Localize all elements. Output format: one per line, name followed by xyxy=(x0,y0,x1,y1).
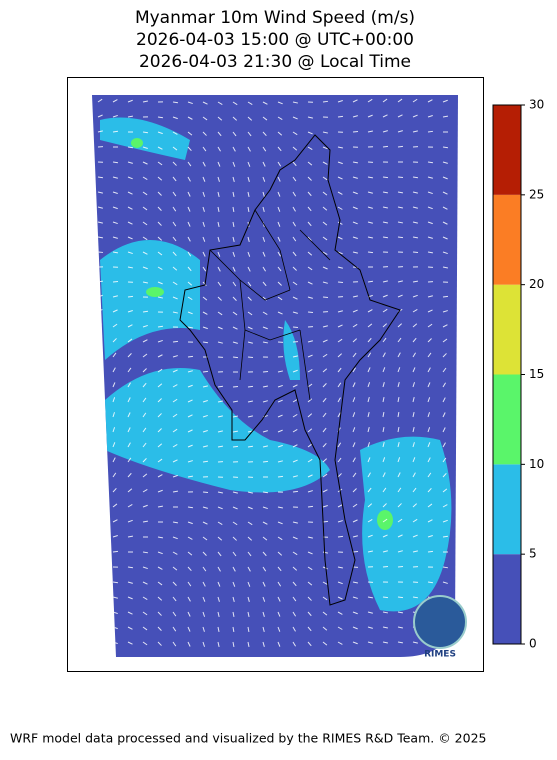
wind-arrow xyxy=(98,324,102,327)
wind-arrow xyxy=(233,357,238,358)
wind-arrow xyxy=(383,177,388,178)
wind-arrow xyxy=(428,551,433,552)
wind-arrow xyxy=(383,237,388,238)
wind-arrow xyxy=(98,504,102,507)
map-area xyxy=(80,90,470,670)
wind-arrow xyxy=(308,506,313,507)
wind-arrow xyxy=(338,116,343,117)
wind-arrow xyxy=(398,597,403,598)
logo-text: RIMES xyxy=(424,650,456,660)
wind-arrow xyxy=(98,397,99,402)
footer: WRF model data processed and visualized … xyxy=(10,731,486,746)
colorbar-tick-label: 30 xyxy=(529,98,544,112)
wind-arrow xyxy=(128,147,133,148)
wind-arrow xyxy=(383,597,388,598)
wind-arrow xyxy=(443,296,448,297)
wind-arrow xyxy=(98,612,103,613)
wind-arrow xyxy=(173,341,178,342)
wind-arrow xyxy=(113,551,118,552)
wind-arrow xyxy=(383,146,388,147)
wind-region xyxy=(146,287,164,297)
wind-arrow xyxy=(98,597,103,598)
wind-arrow xyxy=(203,492,208,493)
wind-arrow xyxy=(338,536,343,537)
wind-arrow xyxy=(98,535,103,537)
wind-arrow xyxy=(248,386,253,387)
wind-arrow xyxy=(98,338,101,342)
colorbar: 0 5 10 15 20 25 30 xyxy=(493,98,544,651)
wind-arrow xyxy=(98,457,100,462)
wind-arrow xyxy=(428,131,433,132)
colorbar-tick-label: 5 xyxy=(529,547,537,561)
wind-arrow xyxy=(98,412,99,417)
wind-arrow xyxy=(248,357,253,358)
wind-arrow xyxy=(353,131,358,132)
colorbar-band xyxy=(493,195,521,285)
logo-badge xyxy=(414,596,466,648)
colorbar-band xyxy=(493,464,521,554)
wind-arrow xyxy=(188,356,193,357)
wind-arrow xyxy=(278,476,283,477)
colorbar-band xyxy=(493,554,521,644)
wind-arrow xyxy=(323,521,328,522)
wind-arrow xyxy=(233,386,238,387)
wind-arrow xyxy=(98,382,100,387)
colorbar-tick-label: 25 xyxy=(529,187,544,201)
wind-arrow xyxy=(98,627,103,628)
wind-arrow xyxy=(113,162,118,163)
title-line: 2026-04-03 15:00 @ UTC+00:00 xyxy=(136,30,414,50)
wind-arrow xyxy=(293,491,298,492)
wind-arrow xyxy=(98,519,102,522)
wind-arrow xyxy=(98,488,101,492)
wind-arrow xyxy=(323,101,328,102)
wind-arrow xyxy=(383,566,388,567)
wind-arrow xyxy=(98,642,103,643)
wind-arrow xyxy=(398,177,403,178)
wind-arrow xyxy=(113,131,118,132)
title-line: Myanmar 10m Wind Speed (m/s) xyxy=(135,8,415,28)
wind-region xyxy=(131,138,143,148)
wind-arrow xyxy=(143,311,148,312)
wind-arrow xyxy=(98,442,99,447)
wind-arrow xyxy=(368,252,373,253)
wind-arrow xyxy=(98,551,103,552)
colorbar-tick-label: 20 xyxy=(529,277,544,291)
colorbar-tick-label: 15 xyxy=(529,367,544,381)
wind-arrow xyxy=(263,461,268,462)
colorbar-band xyxy=(493,285,521,375)
wind-arrow xyxy=(128,296,133,297)
wind-arrow xyxy=(98,473,100,477)
colorbar-band xyxy=(493,105,521,195)
colorbar-tick-label: 0 xyxy=(529,637,537,651)
wind-arrow xyxy=(233,446,238,447)
title-line: 2026-04-03 21:30 @ Local Time xyxy=(139,52,411,72)
colorbar-tick-label: 10 xyxy=(529,457,544,471)
wind-arrow xyxy=(98,427,99,432)
wind-arrow xyxy=(398,146,403,147)
colorbar-band xyxy=(493,375,521,465)
wind-arrow xyxy=(98,353,101,357)
wind-arrow xyxy=(398,566,403,567)
wind-arrow xyxy=(398,237,403,238)
wind-arrow xyxy=(158,326,163,327)
wind-arrow xyxy=(98,367,100,372)
wind-arrow xyxy=(203,371,208,372)
